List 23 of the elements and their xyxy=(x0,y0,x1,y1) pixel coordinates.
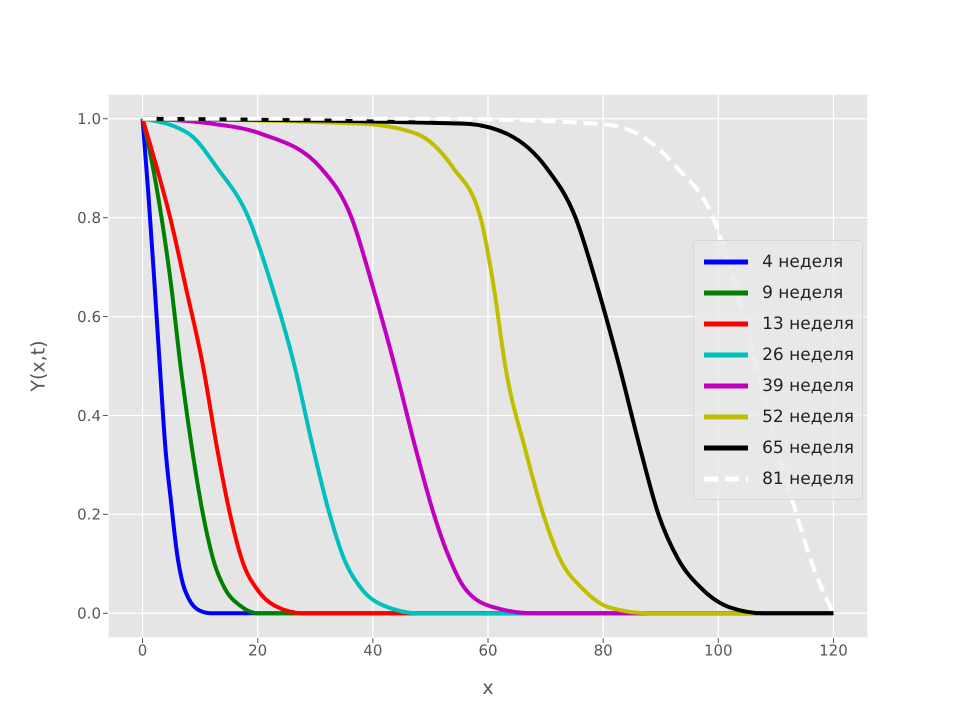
x-axis-title: x xyxy=(482,677,494,699)
y-axis-title: Y(x,t) xyxy=(28,340,50,393)
y-tick-label: 0.4 xyxy=(77,406,101,425)
x-tick-label: 100 xyxy=(704,642,733,660)
y-tick-label: 1.0 xyxy=(77,110,101,128)
x-tick-label: 80 xyxy=(594,642,613,660)
legend-label: 52 неделя xyxy=(762,406,854,426)
legend-label: 26 неделя xyxy=(762,344,854,364)
x-tick-label: 120 xyxy=(819,642,848,660)
y-tick-label: 0.2 xyxy=(77,506,101,524)
x-tick-label: 20 xyxy=(248,642,268,660)
y-tick-label: 0.0 xyxy=(77,604,101,623)
legend-label: 9 неделя xyxy=(762,282,844,302)
y-tick-label: 0.6 xyxy=(77,308,101,326)
x-tick-label: 60 xyxy=(478,642,498,660)
legend-label: 81 неделя xyxy=(762,468,854,488)
legend-label: 39 неделя xyxy=(762,376,854,396)
y-tick-label: 0.8 xyxy=(77,208,101,227)
x-tick-label: 0 xyxy=(138,642,148,660)
legend-label: 65 неделя xyxy=(762,438,854,458)
legend-label: 13 неделя xyxy=(762,314,854,334)
x-tick-label: 40 xyxy=(363,642,382,660)
legend-label: 4 неделя xyxy=(762,252,844,272)
